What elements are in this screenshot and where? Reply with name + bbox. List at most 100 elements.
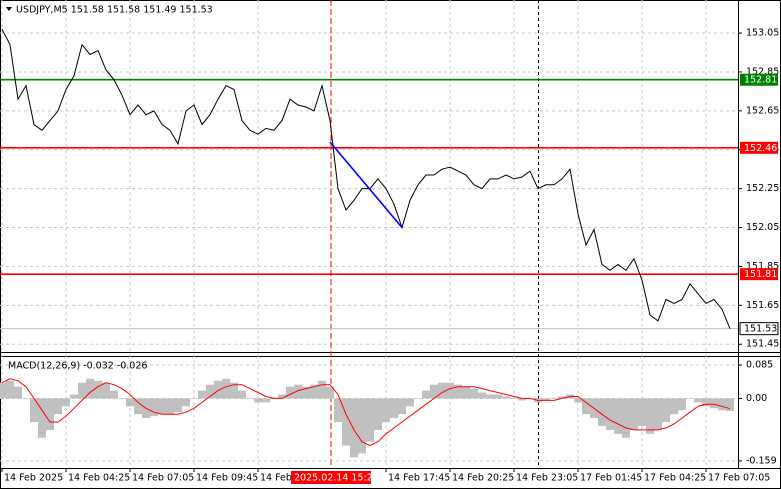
macd-bar <box>686 398 694 399</box>
x-tick-label: 14 Feb 2025 <box>4 473 63 484</box>
macd-bar <box>422 390 430 399</box>
macd-bar <box>278 394 286 399</box>
crosshair-label: 2025.02.14 15:25 <box>294 473 379 484</box>
macd-bar <box>70 394 78 399</box>
macd-bar <box>574 398 582 403</box>
macd-bar <box>286 386 294 399</box>
macd-bar <box>358 398 366 454</box>
macd-bar <box>54 398 62 415</box>
x-tick-label: 14 Feb 20:25 <box>452 473 514 484</box>
macd-bar <box>134 398 142 415</box>
macd-bar <box>614 398 622 434</box>
price-line <box>1 28 731 329</box>
macd-bar <box>678 398 686 411</box>
macd-bar <box>262 398 270 403</box>
macd-bar <box>446 382 454 399</box>
macd-bar <box>310 384 318 399</box>
macd-bar <box>302 386 310 399</box>
y-tick-label: 152.85 <box>746 66 779 77</box>
macd-bar <box>190 398 198 399</box>
macd-bar <box>518 398 526 401</box>
macd-bar <box>30 398 38 423</box>
x-tick-label: 17 Feb 07:05 <box>708 473 770 484</box>
macd-bar <box>198 390 206 399</box>
y-tick-label: -0.159 <box>746 455 777 466</box>
macd-bar <box>0 382 6 399</box>
macd-bar <box>62 398 70 407</box>
macd-bar <box>174 398 182 413</box>
x-tick-label: 14 Feb 09:45 <box>196 473 258 484</box>
macd-bar <box>126 398 134 407</box>
macd-bar <box>334 398 342 423</box>
macd-bar <box>46 398 54 430</box>
x-tick-label: 14 Feb 07:05 <box>132 473 194 484</box>
macd-bar <box>694 398 702 403</box>
macd-bar <box>478 392 486 399</box>
macd-bar <box>718 398 726 411</box>
macd-bar <box>470 388 478 399</box>
y-tick-label: 151.45 <box>746 339 779 350</box>
x-tick-label: 14 Feb 04:25 <box>68 473 130 484</box>
macd-bar <box>622 398 630 438</box>
macd-bar <box>438 382 446 399</box>
macd-bar <box>350 398 358 458</box>
level-label-box <box>740 141 778 154</box>
level-label: 151.81 <box>744 269 777 280</box>
y-tick-label: 151.65 <box>746 300 779 311</box>
y-tick-label: 153.05 <box>746 28 779 39</box>
macd-bar <box>14 386 22 399</box>
last-price-label: 151.53 <box>744 324 777 335</box>
macd-bar <box>22 398 30 399</box>
macd-bar <box>406 398 414 407</box>
last-price-box <box>739 322 779 336</box>
y-tick-label: 152.25 <box>746 183 779 194</box>
macd-bar <box>702 398 710 407</box>
macd-bar <box>710 398 718 409</box>
macd-bar <box>398 398 406 415</box>
macd-bar <box>6 380 14 399</box>
x-tick-label: 17 Feb 04:25 <box>644 473 706 484</box>
macd-bar <box>318 380 326 399</box>
macd-bar <box>38 398 46 438</box>
macd-bar <box>414 398 422 399</box>
chart-title: USDJPY,M5 151.58 151.58 151.49 151.53 <box>16 5 213 16</box>
macd-bar <box>110 390 118 399</box>
macd-bar <box>502 396 510 399</box>
macd-bar <box>102 382 110 399</box>
x-tick-label: 14 Feb <box>260 473 292 484</box>
macd-bar <box>662 398 670 423</box>
macd-bar <box>94 380 102 399</box>
macd-bar <box>166 398 174 415</box>
macd-bar <box>550 398 558 399</box>
x-tick-label: 14 Feb 17:45 <box>388 473 450 484</box>
macd-bar <box>150 398 158 417</box>
macd-bar <box>510 398 518 399</box>
y-tick-label: 151.85 <box>746 261 779 272</box>
macd-bar <box>382 398 390 423</box>
macd-bar <box>390 398 398 419</box>
level-label-box <box>740 268 778 281</box>
macd-bar <box>182 398 190 407</box>
macd-bar <box>214 380 222 399</box>
macd-bar <box>294 384 302 399</box>
macd-bar <box>366 398 374 442</box>
macd-bar <box>78 382 86 399</box>
y-tick-label: 152.05 <box>746 222 779 233</box>
macd-bar <box>246 398 254 399</box>
macd-bar <box>374 398 382 430</box>
macd-bar <box>326 386 334 399</box>
macd-bar <box>646 398 654 434</box>
signal-line <box>1 378 731 447</box>
macd-bar <box>670 398 678 415</box>
macd-bar <box>582 398 590 415</box>
macd-bar <box>638 398 646 426</box>
x-tick-label: 17 Feb 01:45 <box>580 473 642 484</box>
crosshair-label-box <box>291 471 371 484</box>
macd-bar <box>654 398 662 430</box>
x-tick-label: 14 Feb 23:05 <box>516 473 578 484</box>
level-label-box <box>740 73 778 86</box>
macd-bar <box>630 398 638 430</box>
macd-bar <box>118 398 126 399</box>
macd-title: MACD(12,26,9) -0.032 -0.026 <box>8 361 147 372</box>
